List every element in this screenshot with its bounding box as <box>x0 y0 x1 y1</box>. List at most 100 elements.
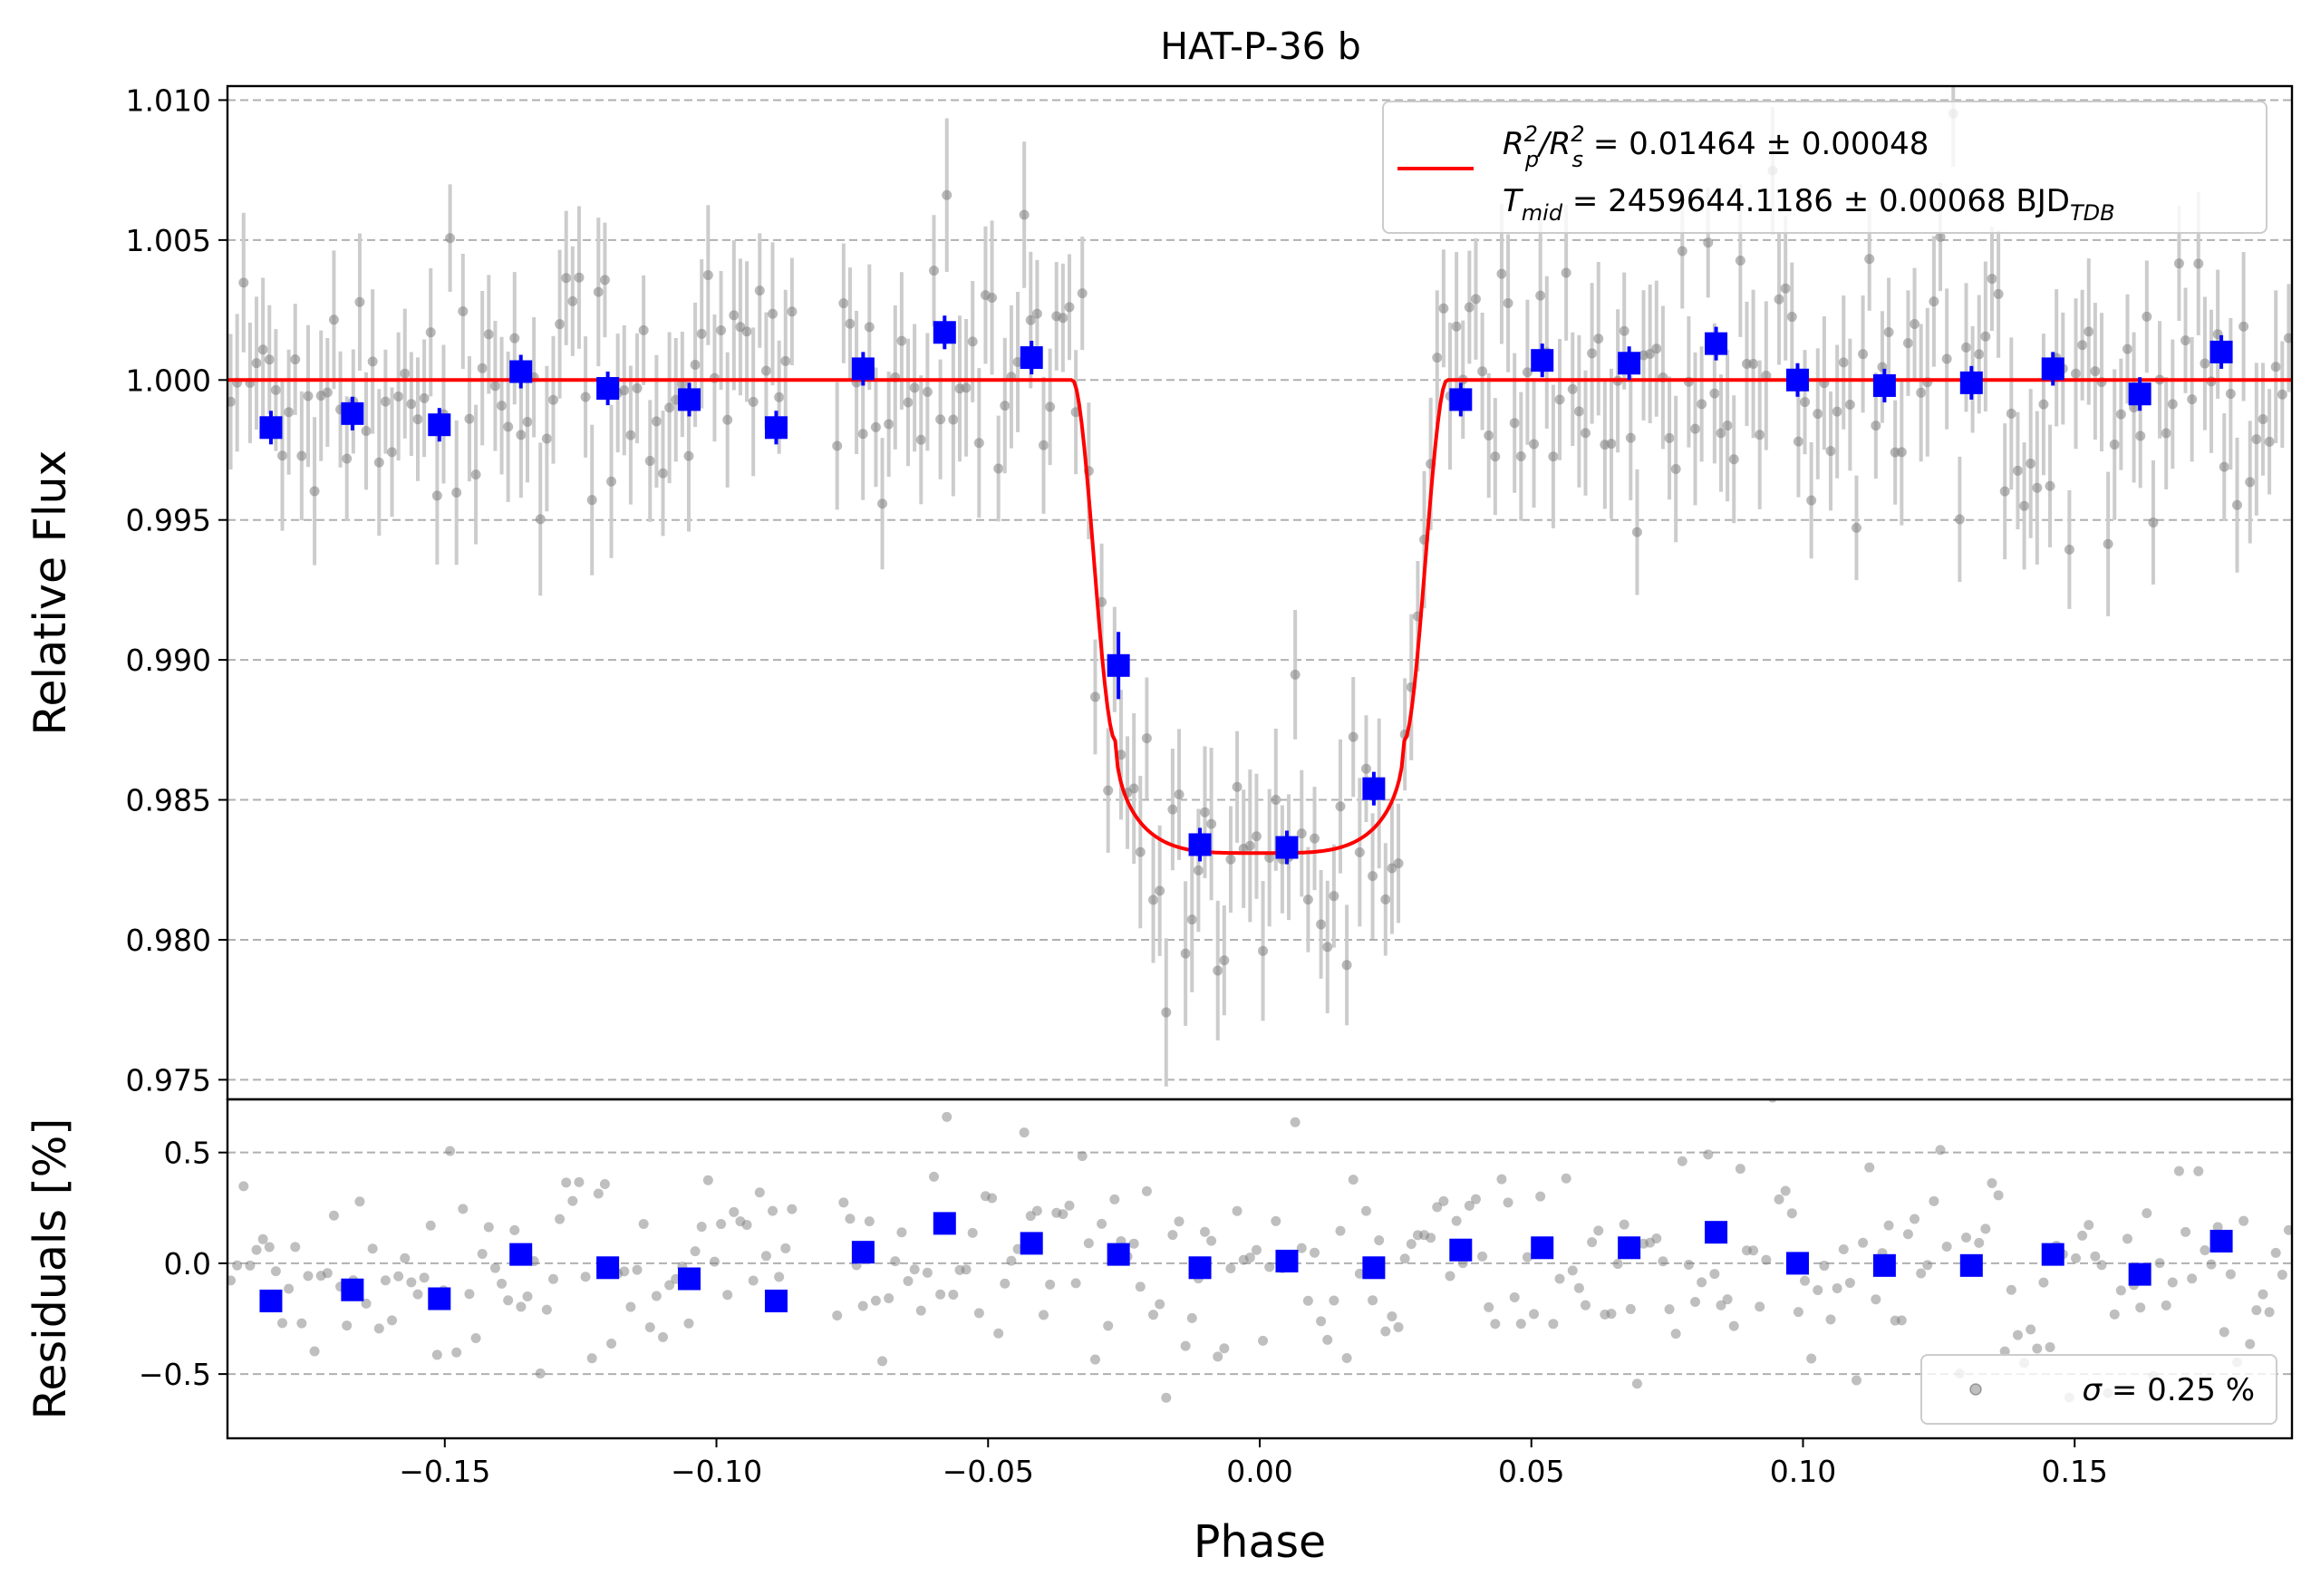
residual-point <box>864 1216 875 1227</box>
residual-point <box>1296 1243 1307 1253</box>
raw-point <box>2283 333 2292 343</box>
raw-point <box>935 414 946 425</box>
residual-point <box>877 1356 888 1367</box>
raw-point <box>2077 340 2088 351</box>
raw-point <box>870 421 881 432</box>
raw-point <box>270 384 281 395</box>
raw-point <box>929 266 940 276</box>
residuals-y-ticks: −0.5 0.0 0.5 <box>139 1136 227 1392</box>
residual-binned-point <box>1362 1256 1386 1280</box>
residual-point <box>586 1353 597 1364</box>
residual-point <box>431 1349 442 1360</box>
residual-point <box>1316 1316 1327 1327</box>
raw-point <box>1135 846 1146 857</box>
raw-point <box>387 447 398 458</box>
raw-point <box>1354 846 1365 857</box>
raw-point <box>768 308 778 319</box>
raw-point <box>1077 288 1088 299</box>
residual-point <box>1935 1145 1946 1156</box>
residual-point <box>1322 1334 1333 1345</box>
residual-point <box>1813 1284 1823 1295</box>
legend-residual-marker <box>1969 1383 1982 1396</box>
residual-point <box>1844 1277 1855 1288</box>
residual-point <box>2084 1220 2094 1231</box>
residual-point <box>2180 1226 2191 1237</box>
residual-point <box>1064 1200 1075 1211</box>
raw-point <box>1813 409 1823 420</box>
raw-point <box>606 476 617 487</box>
raw-point <box>1800 397 1811 408</box>
raw-point <box>400 368 411 379</box>
binned-point <box>509 360 533 383</box>
residual-point <box>1470 1194 1481 1204</box>
raw-point <box>1896 447 1907 458</box>
residual-binned-point <box>1785 1252 1809 1275</box>
raw-point <box>961 382 972 393</box>
raw-point <box>431 490 442 501</box>
residual-point <box>1587 1237 1598 1248</box>
residual-point <box>1161 1392 1172 1403</box>
raw-point <box>2115 409 2126 420</box>
residual-point <box>716 1219 727 1230</box>
residual-point <box>1748 1245 1759 1256</box>
residual-y-tick-label: 0.0 <box>164 1246 211 1282</box>
raw-point <box>1244 840 1255 851</box>
raw-point <box>1322 942 1333 953</box>
residual-point <box>1825 1314 1836 1325</box>
raw-point <box>2258 414 2268 425</box>
raw-point <box>1793 436 1803 447</box>
raw-point <box>516 430 527 440</box>
residual-point <box>1625 1303 1636 1314</box>
raw-point <box>1393 858 1404 869</box>
binned-point <box>1959 371 1983 394</box>
residual-point <box>644 1322 655 1333</box>
raw-point <box>857 429 868 440</box>
residual-binned-point <box>2128 1262 2151 1286</box>
raw-point <box>787 306 798 317</box>
residual-point <box>1070 1278 1081 1289</box>
raw-point <box>1625 432 1636 443</box>
residual-binned-point <box>259 1289 283 1312</box>
raw-point <box>541 433 552 444</box>
legend-radius-ratio: R2 p/R2 s = 0.01464 ± 0.00048 <box>1503 121 1929 172</box>
raw-point <box>535 514 546 525</box>
residual-point <box>973 1308 984 1319</box>
residual-point <box>1871 1294 1881 1305</box>
residual-point <box>406 1277 417 1288</box>
residual-point <box>1213 1351 1223 1362</box>
residual-point <box>2071 1253 2082 1263</box>
residual-point <box>1677 1156 1687 1166</box>
raw-point <box>1031 308 1042 319</box>
residual-point <box>277 1318 288 1329</box>
y-axis-label-residuals: Residuals [%] <box>24 1118 76 1420</box>
raw-point <box>903 397 914 408</box>
residual-point <box>1244 1253 1255 1263</box>
raw-point <box>664 402 675 413</box>
raw-point <box>1206 818 1217 829</box>
residual-point <box>1141 1185 1152 1196</box>
residual-point <box>2258 1289 2268 1300</box>
raw-point <box>580 392 591 402</box>
residual-point <box>400 1253 411 1263</box>
residual-point <box>2096 1260 2107 1271</box>
raw-point <box>1941 353 1952 364</box>
residual-point <box>1631 1378 1642 1389</box>
raw-point <box>284 407 295 418</box>
raw-point <box>1490 451 1501 462</box>
raw-point <box>277 450 288 461</box>
raw-point <box>1310 833 1320 844</box>
residuals-legend: σ = 0.25 % <box>1920 1354 2277 1425</box>
raw-point <box>2161 428 2171 439</box>
raw-point <box>864 322 875 333</box>
residual-point <box>2142 1208 2152 1219</box>
residual-point <box>2245 1339 2256 1349</box>
raw-point <box>2225 389 2236 400</box>
residual-point <box>2283 1224 2292 1235</box>
residual-point <box>1774 1194 1784 1204</box>
residual-point <box>909 1264 920 1275</box>
residual-point <box>1922 1260 1933 1271</box>
residual-point <box>1426 1233 1436 1243</box>
raw-point <box>1225 854 1236 865</box>
residual-point <box>489 1262 500 1273</box>
residual-point <box>2032 1343 2043 1354</box>
